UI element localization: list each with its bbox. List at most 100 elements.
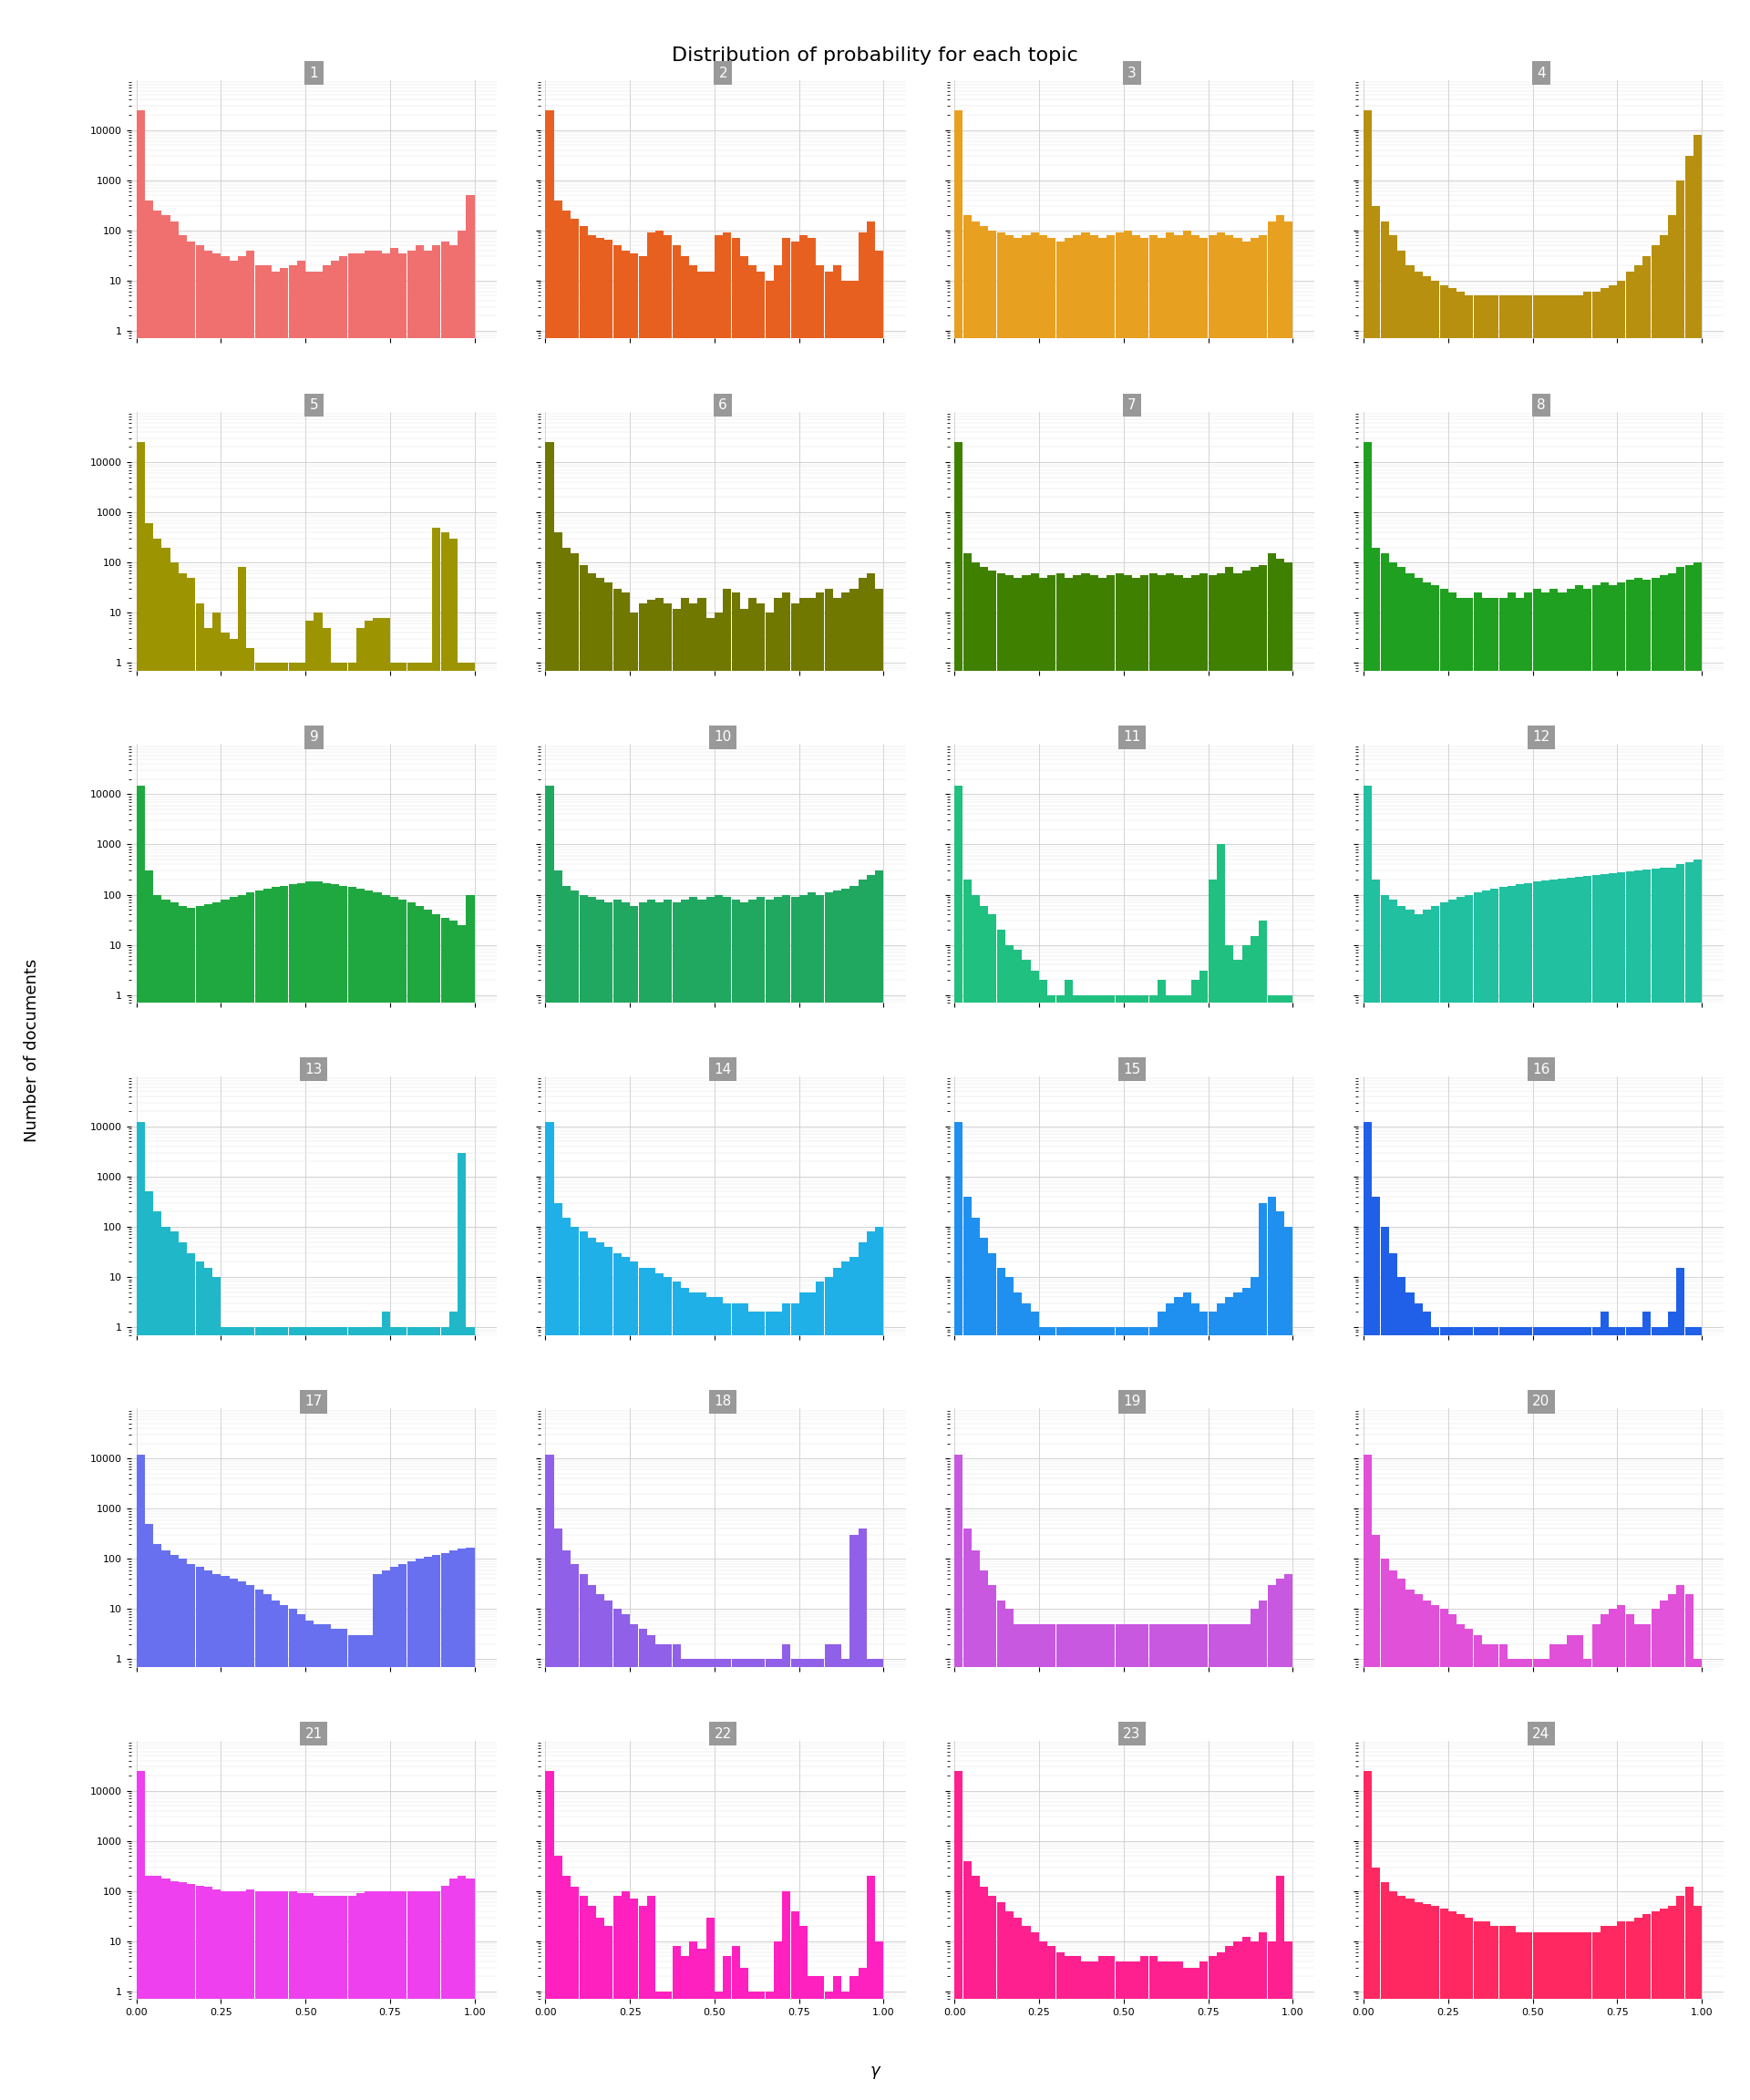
Bar xyxy=(1456,1913,1465,2100)
Bar xyxy=(136,443,145,2100)
Bar xyxy=(1132,995,1141,2100)
Bar xyxy=(1584,588,1592,2100)
Bar xyxy=(1381,1882,1390,2100)
Bar xyxy=(858,1529,866,2100)
Bar xyxy=(1048,575,1055,2100)
Bar xyxy=(1141,995,1148,2100)
Bar xyxy=(1676,1268,1685,2100)
Bar xyxy=(1225,1947,1234,2100)
Bar xyxy=(340,1630,348,2100)
Bar xyxy=(415,664,424,2100)
Bar xyxy=(571,1226,579,2100)
Bar xyxy=(271,888,280,2100)
Bar xyxy=(1150,573,1157,2100)
Bar xyxy=(1558,1644,1566,2100)
Bar xyxy=(1251,937,1258,2100)
Bar xyxy=(357,254,364,2100)
Bar xyxy=(1225,1623,1234,2100)
Bar xyxy=(331,1896,340,2100)
Bar xyxy=(1284,1940,1293,2100)
Bar xyxy=(816,1976,824,2100)
Bar xyxy=(791,1304,800,2100)
Bar xyxy=(1276,1579,1284,2100)
Bar xyxy=(221,256,229,2100)
Bar xyxy=(280,664,289,2100)
Bar xyxy=(1659,575,1668,2100)
Bar xyxy=(971,1218,980,2100)
Bar xyxy=(681,899,690,2100)
Bar xyxy=(630,905,639,2100)
Bar xyxy=(723,1659,732,2100)
Bar xyxy=(630,254,639,2100)
Bar xyxy=(1267,220,1276,2100)
Bar xyxy=(1414,578,1423,2100)
Bar xyxy=(1004,575,1013,2100)
Bar xyxy=(1575,1636,1584,2100)
Bar xyxy=(136,109,145,2100)
Bar xyxy=(1055,1327,1064,2100)
Bar xyxy=(221,1327,229,2100)
Bar xyxy=(1031,573,1039,2100)
Bar xyxy=(1659,1909,1668,2100)
Bar xyxy=(289,1327,298,2100)
Bar xyxy=(962,1529,971,2100)
Bar xyxy=(1524,1659,1533,2100)
Bar xyxy=(740,1304,749,2100)
Bar xyxy=(1124,1623,1132,2100)
Bar xyxy=(571,218,579,2100)
Bar xyxy=(1449,899,1456,2100)
Bar xyxy=(161,1550,170,2100)
Bar xyxy=(450,246,457,2100)
Bar xyxy=(758,605,765,2100)
Bar xyxy=(740,609,749,2100)
Bar xyxy=(1234,573,1242,2100)
Bar xyxy=(1013,237,1022,2100)
Bar xyxy=(1276,1875,1284,2100)
Title: 12: 12 xyxy=(1533,731,1551,743)
Bar xyxy=(1048,1947,1055,2100)
Bar xyxy=(408,1892,415,2100)
Bar xyxy=(1491,1327,1498,2100)
Bar xyxy=(1258,235,1267,2100)
Bar xyxy=(639,1907,648,2100)
Bar xyxy=(1474,296,1482,2100)
Bar xyxy=(1685,1594,1694,2100)
Bar xyxy=(1432,281,1440,2100)
Bar xyxy=(373,1575,382,2100)
Bar xyxy=(1004,945,1013,2100)
Bar xyxy=(357,1636,364,2100)
Bar xyxy=(997,233,1004,2100)
Bar xyxy=(1465,598,1474,2100)
Bar xyxy=(1685,861,1694,2100)
Bar xyxy=(1055,242,1064,2100)
Bar xyxy=(1524,884,1533,2100)
Bar xyxy=(390,248,399,2100)
Bar xyxy=(612,1254,621,2100)
Bar xyxy=(145,1191,154,2100)
Bar xyxy=(1491,296,1498,2100)
Bar xyxy=(672,903,681,2100)
Bar xyxy=(1449,1911,1456,2100)
Bar xyxy=(765,899,774,2100)
Bar xyxy=(1423,582,1431,2100)
Bar xyxy=(1031,233,1039,2100)
Bar xyxy=(1626,1615,1634,2100)
Bar xyxy=(588,1586,597,2100)
Bar xyxy=(1225,945,1234,2100)
Bar xyxy=(466,895,474,2100)
Bar xyxy=(364,1327,373,2100)
Bar xyxy=(782,1304,791,2100)
Bar xyxy=(1363,785,1372,2100)
Bar xyxy=(313,1896,322,2100)
Bar xyxy=(749,598,756,2100)
Bar xyxy=(774,265,782,2100)
Bar xyxy=(306,882,313,2100)
Bar xyxy=(424,250,432,2100)
Bar xyxy=(732,1304,740,2100)
Title: 20: 20 xyxy=(1533,1394,1551,1409)
Bar xyxy=(630,1898,639,2100)
Bar xyxy=(621,1892,630,2100)
Bar xyxy=(322,265,331,2100)
Title: 19: 19 xyxy=(1124,1394,1141,1409)
Bar xyxy=(842,1991,850,2100)
